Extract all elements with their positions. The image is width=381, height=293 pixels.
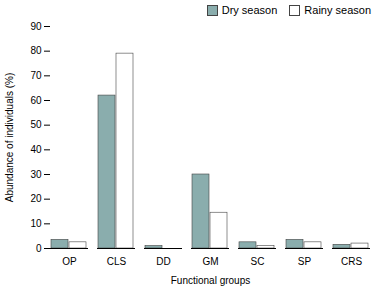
svg-text:20: 20	[30, 193, 42, 204]
html-text:Rainy season: Rainy season	[304, 4, 371, 16]
svg-text:90: 90	[30, 21, 42, 32]
svg-text:10: 10	[30, 218, 42, 229]
svg-text:70: 70	[30, 70, 42, 81]
svg-text:GM: GM	[202, 256, 218, 267]
svg-text:SC: SC	[251, 256, 265, 267]
svg-text:60: 60	[30, 95, 42, 106]
svg-text:SP: SP	[298, 256, 312, 267]
svg-text:30: 30	[30, 169, 42, 180]
svg-text:OP: OP	[62, 256, 77, 267]
svg-text:CLS: CLS	[107, 256, 127, 267]
svg-text:40: 40	[30, 144, 42, 155]
svg-text:0: 0	[36, 243, 42, 254]
svg-text:Functional groups: Functional groups	[171, 275, 251, 286]
html-text:Dry season: Dry season	[221, 4, 278, 16]
svg-text:50: 50	[30, 119, 42, 130]
svg-text:80: 80	[30, 45, 42, 56]
svg-text:Abundance of individuals (%): Abundance of individuals (%)	[4, 73, 15, 203]
svg-text:CRS: CRS	[341, 256, 362, 267]
svg-text:DD: DD	[156, 256, 170, 267]
